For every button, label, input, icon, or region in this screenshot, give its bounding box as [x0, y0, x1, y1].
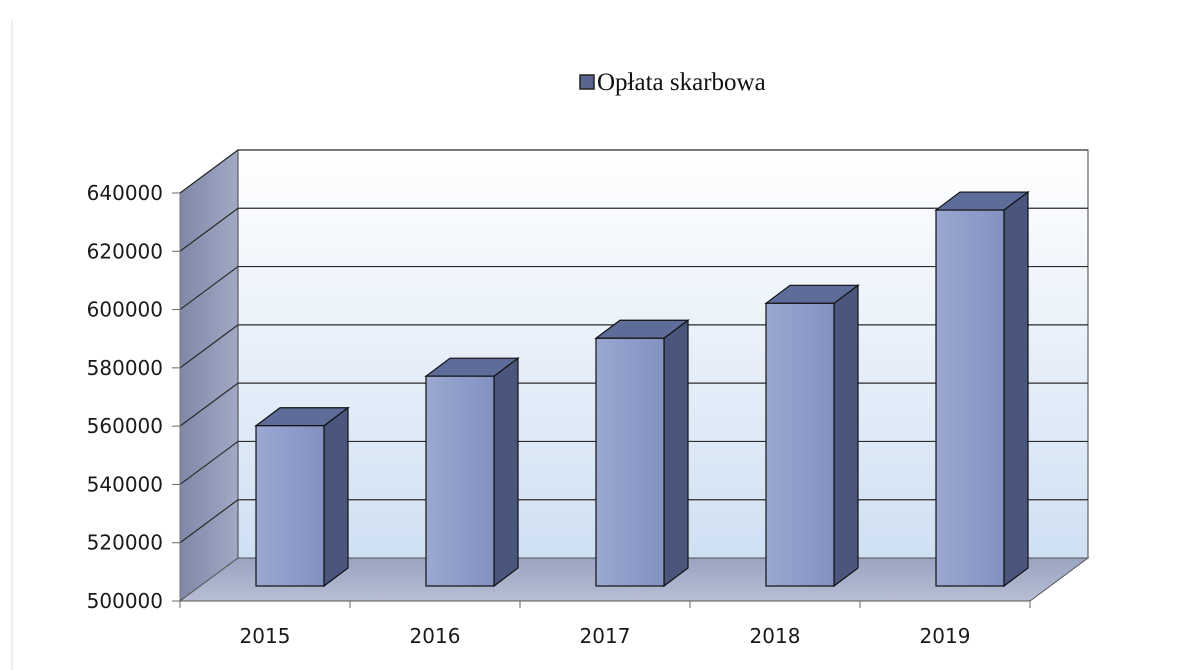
x-axis: 2015 2016 2017 2018 2019 — [179, 601, 1031, 648]
bar — [934, 190, 1030, 588]
bar-front — [255, 425, 325, 587]
bar — [594, 319, 690, 588]
x-tick-label: 2015 — [240, 624, 291, 648]
y-tick-label: 540000 — [87, 472, 163, 496]
legend-marker — [579, 74, 595, 90]
y-tick-label: 560000 — [87, 414, 163, 438]
bar — [764, 284, 860, 588]
bar-front — [595, 337, 665, 587]
bar-side — [663, 319, 689, 588]
bar — [254, 406, 350, 588]
y-tick-label: 520000 — [87, 531, 163, 555]
gridline — [179, 149, 1088, 194]
gridline — [179, 207, 1088, 252]
bar-side — [1003, 190, 1029, 588]
bar — [424, 356, 520, 588]
x-tick-label: 2017 — [580, 624, 631, 648]
legend: Opłata skarbowa — [579, 69, 766, 96]
bar-side — [833, 284, 859, 588]
y-tick-label: 500000 — [87, 589, 163, 613]
y-tick-label: 640000 — [87, 181, 163, 205]
y-tick-label: 600000 — [87, 298, 163, 322]
bar-front — [935, 209, 1005, 587]
y-tick-label: 620000 — [87, 239, 163, 263]
x-tick-label: 2018 — [750, 624, 801, 648]
bar-side — [493, 356, 519, 588]
bar-front — [765, 302, 835, 587]
x-tick-label: 2016 — [410, 624, 461, 648]
bars — [254, 190, 1030, 588]
gridline — [179, 265, 1088, 311]
y-tick-label: 580000 — [87, 356, 163, 380]
bar-front — [425, 375, 495, 587]
side-wall — [179, 149, 239, 602]
bar-side — [323, 406, 349, 588]
y-axis: 500000 520000 540000 560000 580000 600000 6200… — [87, 181, 181, 613]
x-tick-label: 2019 — [920, 624, 971, 648]
legend-label: Opłata skarbowa — [597, 69, 766, 96]
